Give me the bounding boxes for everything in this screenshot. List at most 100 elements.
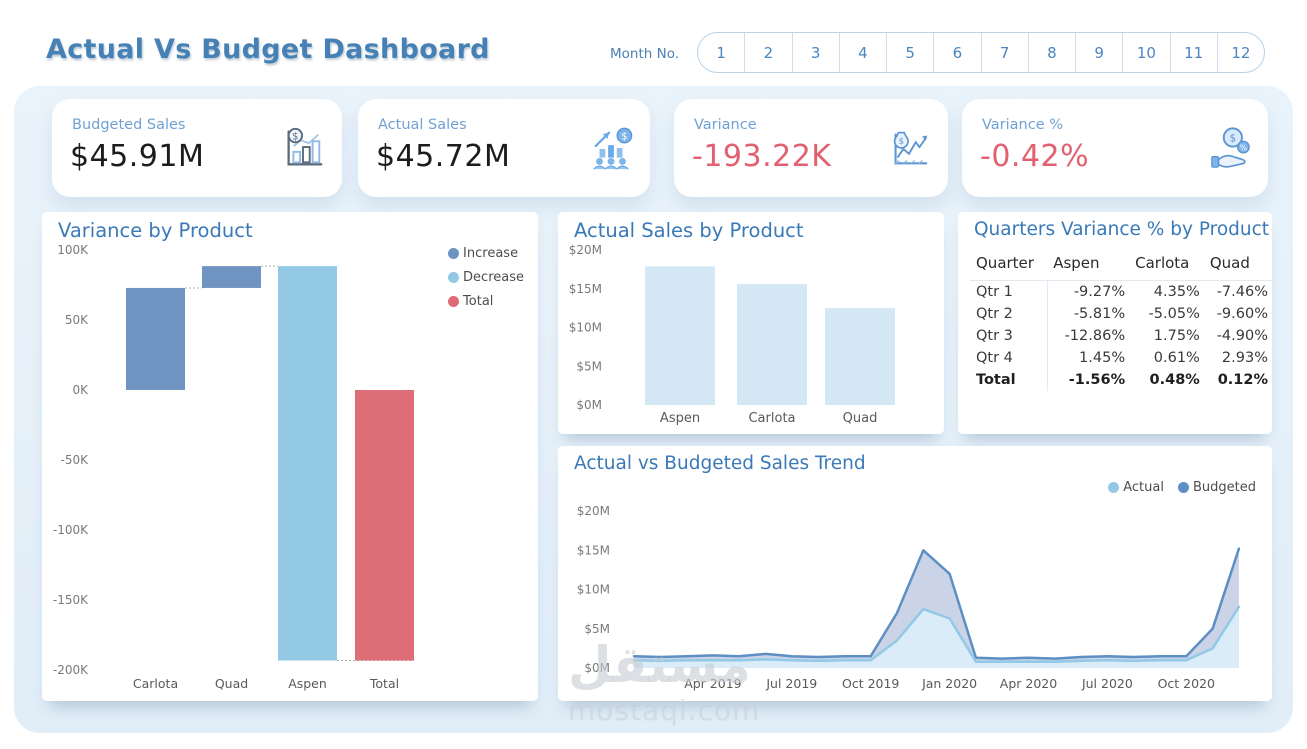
legend-item-total[interactable]: Total bbox=[448, 294, 524, 309]
kpi-value: $45.91M bbox=[70, 139, 205, 174]
svg-text:$: $ bbox=[621, 131, 627, 142]
axis-label: $5M bbox=[576, 359, 602, 373]
table-cell: 0.61% bbox=[1153, 350, 1200, 366]
axis-label: Apr 2020 bbox=[1000, 676, 1057, 691]
legend-item-budgeted[interactable]: Budgeted bbox=[1177, 480, 1256, 495]
table-header-aspen: Aspen bbox=[1047, 248, 1130, 281]
row-label: Qtr 4 bbox=[970, 347, 1048, 369]
page-title: Actual Vs Budget Dashboard bbox=[46, 34, 490, 65]
sales-bar-chart[interactable]: $20M $15M $10M $5M $0M Aspen Carlota Quad bbox=[558, 242, 944, 432]
axis-label: $10M bbox=[577, 583, 610, 597]
month-button-9[interactable]: 9 bbox=[1076, 33, 1124, 72]
trend-legend: Actual Budgeted bbox=[1108, 480, 1256, 495]
axis-label: -150K bbox=[53, 593, 89, 607]
coin-hand-icon: $ % bbox=[1206, 125, 1252, 171]
month-button-7[interactable]: 7 bbox=[982, 33, 1029, 72]
table-row: Qtr 4 1.45% 0.61% 2.93% bbox=[970, 347, 1272, 369]
axis-label: Jan 2020 bbox=[921, 676, 977, 691]
month-button-3[interactable]: 3 bbox=[793, 33, 840, 72]
chart-title: Actual Sales by Product bbox=[574, 219, 804, 242]
axis-label: Jul 2019 bbox=[765, 676, 817, 691]
svg-text:$: $ bbox=[899, 137, 904, 147]
legend-item-actual[interactable]: Actual bbox=[1108, 480, 1164, 495]
legend-label: Budgeted bbox=[1192, 480, 1256, 495]
actual-sales-by-product-card: Actual Sales by Product $20M $15M $10M $5M $… bbox=[558, 212, 944, 434]
table-header-quarter: Quarter bbox=[970, 248, 1048, 281]
kpi-card-budgeted-sales: Budgeted Sales $45.91M $ bbox=[52, 99, 342, 197]
trend-area-chart[interactable]: $20M $15M $10M $5M $0M Apr 2019 Jul 2019 Oct 20… bbox=[558, 496, 1272, 696]
bar-chart-coin-icon: $ bbox=[280, 125, 326, 171]
month-button-1[interactable]: 1 bbox=[698, 33, 746, 72]
legend-item-increase[interactable]: Increase bbox=[448, 246, 524, 261]
legend-label: Increase bbox=[463, 246, 519, 261]
axis-label: Quad bbox=[843, 411, 878, 426]
month-button-4[interactable]: 4 bbox=[840, 33, 887, 72]
table-cell: 0.12% bbox=[1217, 372, 1268, 388]
axis-label: 50K bbox=[65, 313, 89, 327]
table-cell: 1.75% bbox=[1153, 328, 1200, 344]
row-label: Total bbox=[970, 369, 1048, 391]
kpi-label: Variance bbox=[694, 117, 757, 133]
chart-title: Variance by Product bbox=[58, 219, 253, 242]
variance-table: Quarter Aspen Carlota Quad Qtr 1 -9.27% 4.35% -… bbox=[970, 248, 1272, 391]
table-cell: 1.45% bbox=[1079, 350, 1126, 366]
axis-label: Oct 2020 bbox=[1158, 676, 1215, 691]
axis-label: $5M bbox=[584, 622, 610, 636]
axis-label: 100K bbox=[57, 243, 89, 257]
axis-label: Oct 2019 bbox=[842, 676, 899, 691]
axis-label: -50K bbox=[61, 453, 90, 467]
kpi-value: -0.42% bbox=[980, 139, 1090, 174]
kpi-card-variance-pct: Variance % -0.42% $ % bbox=[962, 99, 1268, 197]
table-cell: -9.60% bbox=[1216, 306, 1268, 322]
table-cell: -9.27% bbox=[1073, 284, 1126, 300]
kpi-label: Actual Sales bbox=[378, 117, 467, 133]
chart-title: Actual vs Budgeted Sales Trend bbox=[574, 453, 866, 474]
waterfall-chart[interactable]: 100K 50K 0K -50K -100K -150K -200K Carlota Quad A… bbox=[42, 242, 538, 701]
row-label: Qtr 3 bbox=[970, 325, 1048, 347]
kpi-value: $45.72M bbox=[376, 139, 511, 174]
axis-label: $15M bbox=[569, 282, 602, 296]
axis-label: $20M bbox=[577, 504, 610, 518]
month-button-12[interactable]: 12 bbox=[1231, 43, 1251, 62]
kpi-card-actual-sales: Actual Sales $45.72M $ bbox=[358, 99, 650, 197]
quarters-variance-card: Quarters Variance % by Product Quarter As… bbox=[958, 212, 1272, 434]
month-button-10[interactable]: 10 bbox=[1123, 33, 1171, 72]
table-cell: -5.05% bbox=[1148, 306, 1200, 322]
axis-label: $15M bbox=[577, 543, 610, 557]
table-cell: -7.46% bbox=[1216, 284, 1268, 300]
month-button-11[interactable]: 11 bbox=[1171, 33, 1218, 72]
axis-label: $0M bbox=[576, 398, 602, 412]
svg-text:%: % bbox=[1240, 143, 1247, 152]
axis-label: -100K bbox=[53, 523, 89, 537]
table-header-carlota: Carlota bbox=[1129, 248, 1204, 281]
kpi-value: -193.22K bbox=[692, 139, 832, 174]
legend-label: Decrease bbox=[463, 270, 524, 285]
legend-label: Total bbox=[463, 294, 494, 309]
kpi-label: Budgeted Sales bbox=[72, 117, 186, 133]
table-row: Qtr 1 -9.27% 4.35% -7.46% bbox=[970, 280, 1272, 303]
month-button-8[interactable]: 8 bbox=[1029, 33, 1076, 72]
table-cell: -4.90% bbox=[1216, 328, 1268, 344]
month-no-label: Month No. bbox=[610, 46, 680, 62]
axis-label: $10M bbox=[569, 321, 602, 335]
axis-label: 0K bbox=[72, 383, 89, 397]
axis-label: Jul 2020 bbox=[1081, 676, 1133, 691]
table-cell: 0.48% bbox=[1149, 372, 1200, 388]
kpi-label: Variance % bbox=[982, 117, 1064, 133]
axis-label: Carlota bbox=[748, 411, 795, 426]
legend-dot bbox=[1108, 482, 1120, 493]
month-button-2[interactable]: 2 bbox=[745, 33, 793, 72]
chart-title: Quarters Variance % by Product bbox=[974, 219, 1270, 240]
legend-label: Actual bbox=[1123, 480, 1164, 495]
month-button-6[interactable]: 6 bbox=[934, 33, 982, 72]
sales-trend-card: Actual vs Budgeted Sales Trend Actual Bud… bbox=[558, 446, 1272, 701]
axis-label: -200K bbox=[53, 663, 89, 677]
axis-label: $0M bbox=[584, 661, 610, 675]
kpi-card-variance: Variance -193.22K $ bbox=[674, 99, 948, 197]
variance-by-product-card: Variance by Product 100K 50K 0K -50K -100K -1… bbox=[42, 212, 538, 701]
legend-dot bbox=[1177, 482, 1189, 493]
month-button-5[interactable]: 5 bbox=[887, 33, 935, 72]
legend-item-decrease[interactable]: Decrease bbox=[448, 270, 524, 285]
table-cell: -5.81% bbox=[1073, 306, 1126, 322]
table-row: Total -1.56% 0.48% 0.12% bbox=[970, 369, 1272, 391]
